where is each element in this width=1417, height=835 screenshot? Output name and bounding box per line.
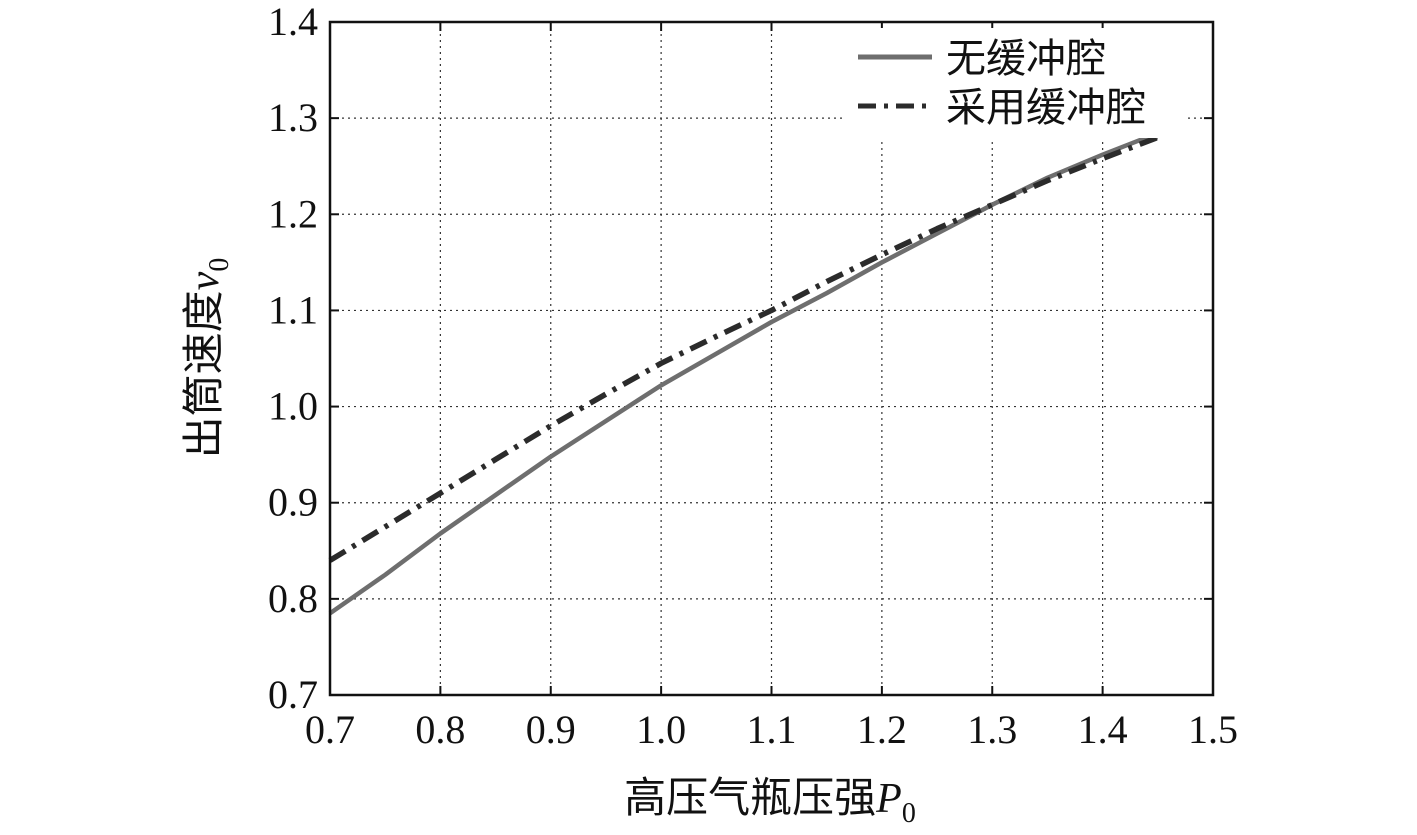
x-tick-label: 1.5	[1188, 707, 1238, 752]
legend-background	[845, 28, 1185, 138]
x-tick-label: 1.4	[1078, 707, 1128, 752]
series-line-0	[328, 135, 1158, 616]
x-tick-label: 1.1	[747, 707, 797, 752]
legend: 无缓冲腔 采用缓冲腔	[845, 28, 1185, 138]
series-layer	[328, 127, 1181, 616]
y-axis-title: 出筒速度v0	[182, 258, 235, 459]
legend-label-with-buffer: 采用缓冲腔	[946, 85, 1146, 130]
tick-layer: 0.7 0.8 0.9 1.0 1.1 1.2 1.3 1.4 1.5 0.7 0.8 0.9 1.0 1…	[268, 0, 1238, 752]
x-tick-label: 1.3	[967, 707, 1017, 752]
x-axis-title: 高压气瓶压强P0	[624, 776, 916, 829]
y-tick-label: 1.4	[268, 0, 318, 44]
y-tick-label: 1.3	[268, 95, 318, 140]
x-tick-label: 0.7	[305, 707, 355, 752]
grid-layer	[330, 22, 1213, 695]
x-tick-label: 0.8	[415, 707, 465, 752]
y-tick-label: 1.0	[268, 384, 318, 429]
x-tick-label: 0.9	[526, 707, 576, 752]
x-tick-label: 1.0	[636, 707, 686, 752]
y-tick-label: 1.2	[268, 191, 318, 236]
y-tick-label: 0.8	[268, 576, 318, 621]
y-tick-label: 1.1	[268, 287, 318, 332]
y-tick-label: 0.9	[268, 480, 318, 525]
legend-label-no-buffer: 无缓冲腔	[946, 36, 1106, 81]
x-tick-label: 1.2	[857, 707, 907, 752]
y-tick-label: 0.7	[268, 672, 318, 717]
series-line-1	[328, 127, 1181, 563]
